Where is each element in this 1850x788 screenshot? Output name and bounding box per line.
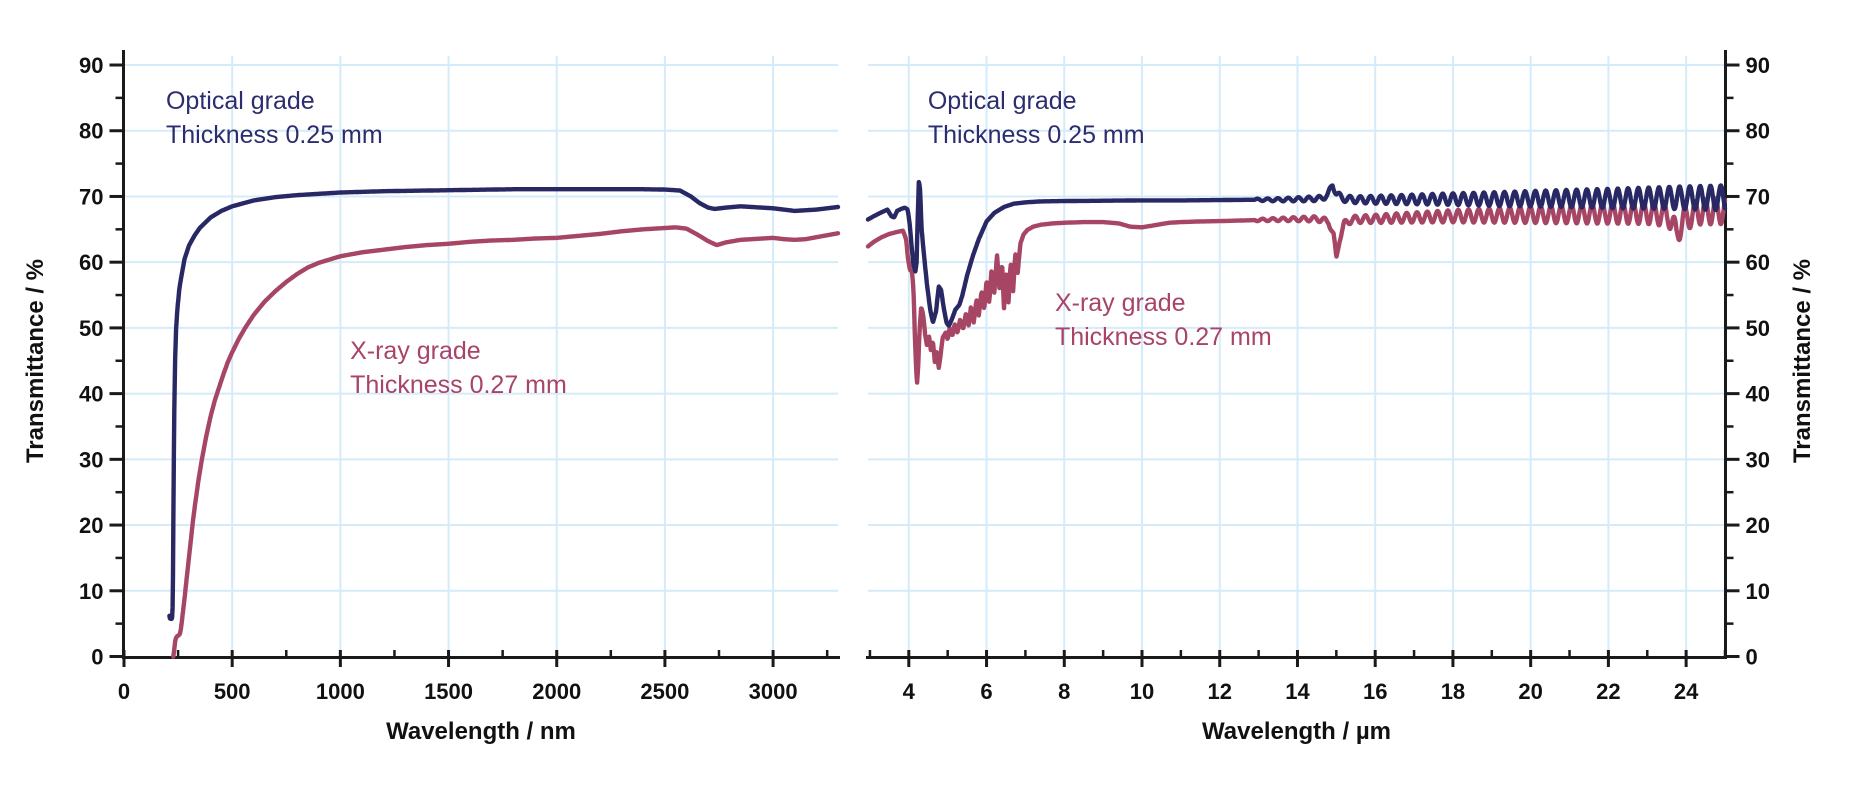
- y-axis-title-left: Transmittance / %: [22, 258, 49, 464]
- x-tick-label: 1000: [316, 679, 365, 704]
- legend-line: X-ray grade: [350, 336, 481, 365]
- x-tick-label: 4: [903, 679, 916, 704]
- x-tick-label: 2500: [640, 679, 689, 704]
- legend-line: Thickness 0.25 mm: [165, 121, 383, 150]
- legend-xray-grade-right: X-ray grade Thickness 0.27 mm: [1055, 286, 1272, 354]
- optical-grade-curve: [167, 187, 841, 622]
- x-tick-label: 16: [1363, 679, 1387, 704]
- y-tick-label: 40: [79, 382, 103, 407]
- legend-xray-grade-left: X-ray grade Thickness 0.27 mm: [350, 334, 567, 402]
- y-tick-label: 80: [79, 119, 103, 144]
- y-tick-label: 50: [1746, 316, 1770, 341]
- y-tick-label: 40: [1746, 382, 1770, 407]
- x-tick-label: 22: [1596, 679, 1620, 704]
- y-tick-label: 30: [79, 447, 103, 472]
- legend-line: Optical grade: [927, 87, 1077, 116]
- x-tick-label: 14: [1285, 679, 1310, 704]
- y-tick-label: 70: [79, 184, 103, 209]
- y-tick-label: 80: [1746, 119, 1770, 144]
- y-tick-label: 20: [79, 513, 103, 538]
- x-axis-title-left: Wavelength / nm: [386, 718, 576, 745]
- x-tick-label: 20: [1518, 679, 1542, 704]
- x-tick-label: 18: [1441, 679, 1465, 704]
- x-tick-label: 3000: [749, 679, 798, 704]
- y-tick-label: 20: [1746, 513, 1770, 538]
- x-tick-label: 2000: [532, 679, 581, 704]
- y-axis-title-right: Transmittance / %: [1789, 258, 1816, 464]
- y-tick-label: 70: [1746, 184, 1770, 209]
- x-tick-label: 24: [1674, 679, 1699, 704]
- legend-line: Thickness 0.27 mm: [350, 370, 567, 399]
- legend-optical-grade-right: Optical grade Thickness 0.25 mm: [928, 84, 1145, 152]
- y-tick-label: 60: [1746, 250, 1770, 275]
- x-ray-grade-curve: [171, 225, 841, 659]
- y-tick-label: 10: [79, 579, 103, 604]
- legend-line: Thickness 0.25 mm: [927, 121, 1145, 150]
- x-tick-label: 8: [1058, 679, 1070, 704]
- y-tick-label: 90: [1746, 53, 1770, 78]
- y-tick-label: 10: [1746, 579, 1770, 604]
- legend-line: Optical grade: [165, 87, 315, 116]
- y-tick-label: 50: [79, 316, 103, 341]
- x-tick-label: 10: [1130, 679, 1154, 704]
- y-tick-label: 90: [79, 53, 103, 78]
- legend-line: Thickness 0.27 mm: [1054, 322, 1272, 351]
- x-tick-label: 6: [980, 679, 992, 704]
- y-tick-label: 0: [1746, 645, 1758, 670]
- y-tick-label: 30: [1746, 447, 1770, 472]
- legend-optical-grade-left: Optical grade Thickness 0.25 mm: [166, 84, 383, 152]
- x-tick-label: 0: [118, 679, 130, 704]
- x-tick-label: 500: [214, 679, 251, 704]
- y-tick-label: 0: [91, 645, 103, 670]
- x-axis-title-right: Wavelength / µm: [1202, 718, 1391, 745]
- legend-line: X-ray grade: [1054, 288, 1186, 317]
- y-tick-label: 60: [79, 250, 103, 275]
- optical-grade-curve: [865, 179, 1728, 328]
- x-tick-label: 1500: [424, 679, 473, 704]
- x-tick-label: 12: [1207, 679, 1231, 704]
